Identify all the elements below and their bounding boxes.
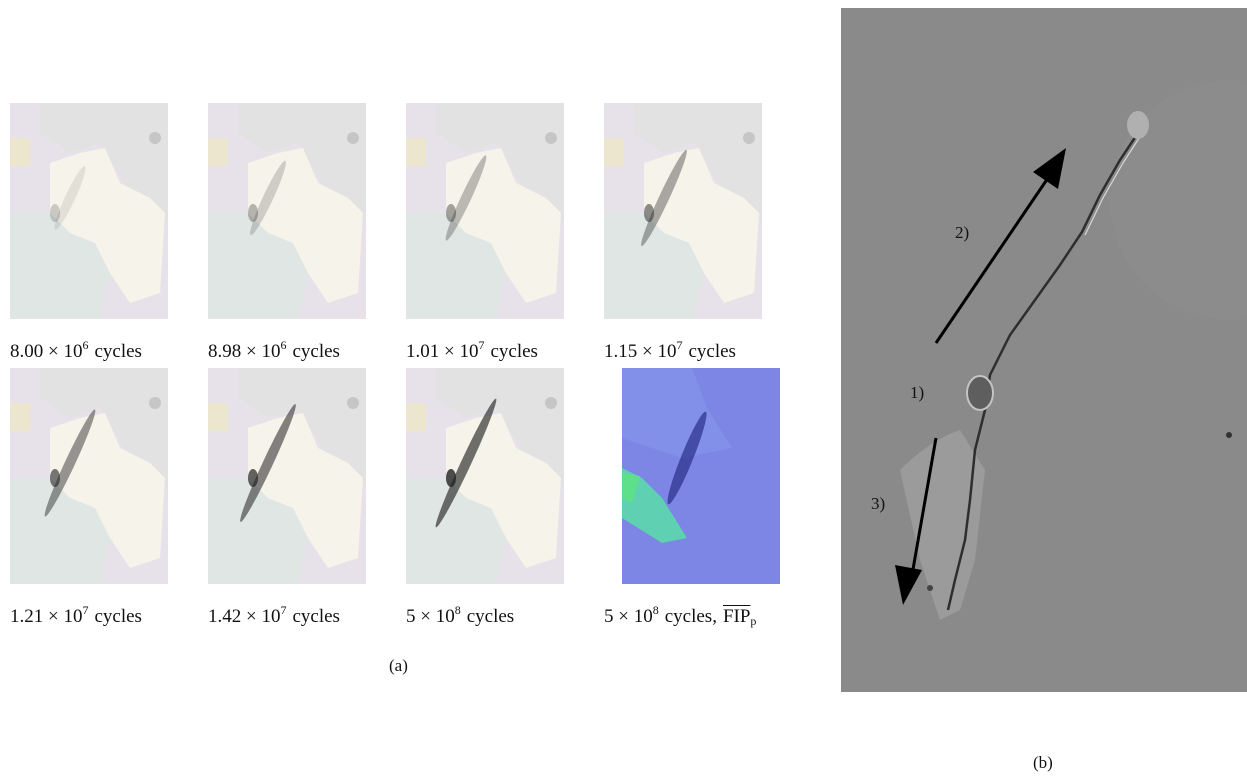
- caption-exponent: 6: [82, 338, 88, 352]
- panel-label: (a): [389, 656, 408, 676]
- speck: [927, 585, 933, 591]
- caption-text: 5 × 10: [406, 606, 455, 627]
- caption-text: 1.21 × 10: [10, 606, 82, 627]
- thumbnail: [10, 103, 168, 319]
- caption: 5 × 108 cycles: [406, 603, 514, 628]
- caption: 1.01 × 107 cycles: [406, 338, 538, 363]
- caption: 1.15 × 107 cycles: [604, 338, 736, 363]
- thumbnail: [406, 103, 564, 319]
- caption-exponent: 7: [82, 603, 88, 617]
- hotspot: [248, 204, 258, 222]
- thumbnail: [10, 368, 168, 584]
- inclusion: [1127, 111, 1149, 139]
- hotspot: [248, 469, 258, 487]
- annotation: 2): [955, 223, 969, 243]
- caption-text: cycles: [292, 606, 339, 627]
- caption-text: cycles: [94, 606, 141, 627]
- grain: [406, 138, 426, 166]
- spot: [545, 132, 557, 144]
- grain: [10, 403, 30, 431]
- caption-text: cycles: [292, 341, 339, 362]
- caption-exponent: 6: [280, 338, 286, 352]
- thumbnail: [208, 103, 366, 319]
- hotspot: [50, 469, 60, 487]
- caption-text: 5 × 10: [604, 606, 653, 627]
- caption-text: 8.98 × 10: [208, 341, 280, 362]
- pore: [967, 376, 993, 410]
- caption: 8.00 × 106 cycles: [10, 338, 142, 363]
- figure-art: [0, 0, 1247, 776]
- panel-label: (b): [1033, 753, 1053, 773]
- caption-text: 1.01 × 10: [406, 341, 478, 362]
- caption-text: 8.00 × 10: [10, 341, 82, 362]
- thumbnail: [208, 368, 366, 584]
- caption-exponent: 7: [676, 338, 682, 352]
- caption: 1.21 × 107 cycles: [10, 603, 142, 628]
- caption-text: 1.42 × 10: [208, 606, 280, 627]
- spot: [347, 397, 359, 409]
- caption-text: cycles: [467, 606, 514, 627]
- hotspot: [446, 469, 456, 487]
- hotspot: [446, 204, 456, 222]
- spot: [545, 397, 557, 409]
- grain: [604, 138, 624, 166]
- thumbnail: [406, 368, 564, 584]
- thumbnail: [622, 368, 780, 584]
- speck: [1226, 432, 1232, 438]
- spot: [743, 132, 755, 144]
- figure: 8.00 × 106cycles8.98 × 106cycles1.01 × 1…: [0, 0, 1247, 776]
- hotspot: [50, 204, 60, 222]
- spot: [347, 132, 359, 144]
- caption-subscript: p: [750, 614, 756, 628]
- caption-text: 1.15 × 10: [604, 341, 676, 362]
- grain: [208, 403, 228, 431]
- grain: [406, 403, 426, 431]
- caption-exponent: 8: [653, 603, 659, 617]
- caption: 5 × 108 cycles, FIPp: [604, 603, 756, 629]
- caption-text: cycles: [490, 341, 537, 362]
- grain: [10, 138, 30, 166]
- caption-text: cycles: [94, 341, 141, 362]
- spot: [149, 397, 161, 409]
- caption-text: cycles: [688, 341, 735, 362]
- grain: [208, 138, 228, 166]
- spot: [149, 132, 161, 144]
- caption-exponent: 7: [478, 338, 484, 352]
- caption-exponent: 8: [455, 603, 461, 617]
- annotation: 1): [910, 383, 924, 403]
- caption-text: cycles,: [665, 606, 717, 627]
- caption-exponent: 7: [280, 603, 286, 617]
- caption: 1.42 × 107 cycles: [208, 603, 340, 628]
- caption: 8.98 × 106 cycles: [208, 338, 340, 363]
- thumbnail: [604, 103, 762, 319]
- hotspot: [644, 204, 654, 222]
- annotation: 3): [871, 494, 885, 514]
- caption-symbol: FIP: [723, 606, 750, 627]
